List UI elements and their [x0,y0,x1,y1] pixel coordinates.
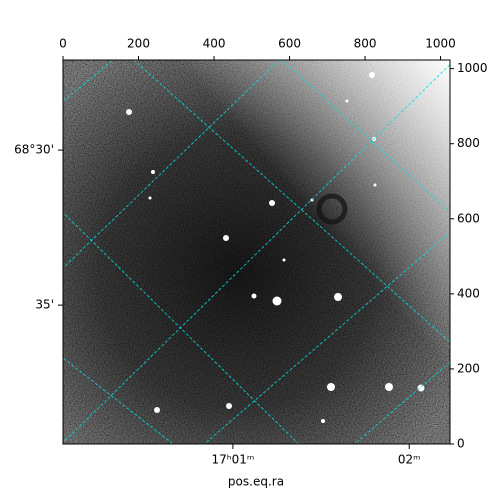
y-tick-label: 1000 [457,61,488,75]
y-tick-label: 800 [457,136,480,150]
dec-tick-label: 35' [35,298,54,312]
ra-tick-label: 17ʰ01ᵐ [211,453,254,467]
x-tick-label: 200 [127,37,150,51]
ra-tick-label: 02ᵐ [398,453,421,467]
y-tick-label: 200 [457,361,480,375]
dec-tick-label: 68°30' [14,143,54,157]
x-tick-label: 0 [59,37,67,51]
coordinate-grid [63,60,450,444]
image [63,60,450,444]
x-tick-label: 800 [354,37,377,51]
y-tick-label: 600 [457,211,480,225]
x-tick-label: 400 [203,37,226,51]
y-tick-label: 0 [457,437,465,451]
x-tick-label: 600 [278,37,301,51]
x-tick-label: 1000 [425,37,456,51]
x-axis-label: pos.eq.ra [228,475,284,489]
y-tick-label: 400 [457,286,480,300]
frame [62,59,451,445]
